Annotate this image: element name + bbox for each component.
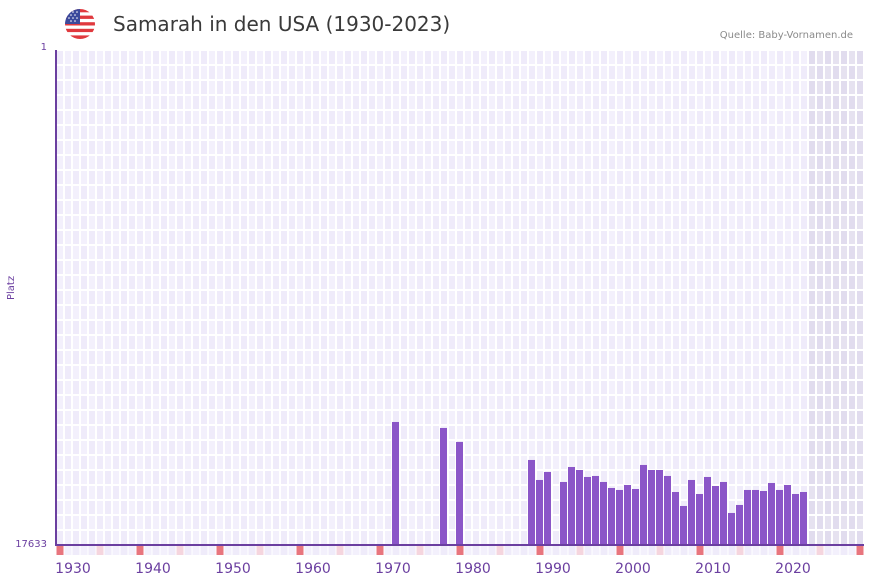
bar-1991	[560, 481, 567, 545]
us-flag-icon	[65, 9, 95, 39]
x-tick-label: 1990	[535, 561, 571, 577]
chart-title: Samarah in den USA (1930-2023)	[113, 12, 451, 36]
x-tick-label: 2010	[695, 561, 731, 577]
bar-1996	[600, 481, 607, 545]
bar-1976	[440, 427, 447, 545]
x-tick-label: 2000	[615, 561, 651, 577]
bar-2020	[792, 493, 799, 545]
y-tick-top: 1	[40, 42, 47, 53]
bar-2017	[768, 482, 775, 545]
bar-2007	[688, 479, 695, 545]
y-tick-bottom: 17633	[15, 539, 47, 550]
bar-2003	[656, 469, 663, 545]
source-credit: Quelle: Baby-Vornamen.de	[719, 30, 853, 41]
plot-area	[56, 50, 864, 555]
x-tick-label: 2020	[775, 561, 811, 577]
bar-1995	[592, 475, 599, 545]
bar-2005	[672, 491, 679, 545]
bar-1978	[456, 441, 463, 545]
bar-1989	[544, 471, 551, 545]
bar-1988	[536, 479, 543, 545]
bar-1993	[576, 469, 583, 545]
bar-2002	[648, 469, 655, 545]
bar-1994	[584, 476, 591, 545]
bar-2008	[696, 493, 703, 545]
bar-1992	[568, 466, 575, 545]
x-tick-label: 1940	[135, 561, 171, 577]
x-axis-line	[55, 544, 864, 546]
bar-2010	[712, 485, 719, 545]
bar-2011	[720, 481, 727, 545]
x-tick-label: 1980	[455, 561, 491, 577]
bar-2021	[800, 491, 807, 545]
bar-2016	[760, 490, 767, 545]
bar-2019	[784, 484, 791, 545]
bar-2000	[632, 488, 639, 545]
bar-1970	[392, 421, 399, 545]
bar-1997	[608, 487, 615, 545]
bar-2009	[704, 476, 711, 545]
x-tick-label: 1960	[295, 561, 331, 577]
bar-2018	[776, 489, 783, 545]
x-tick-label: 1970	[375, 561, 411, 577]
bar-2013	[736, 504, 743, 545]
bar-2006	[680, 505, 687, 545]
bar-1987	[528, 459, 535, 545]
bar-2004	[664, 475, 671, 545]
bar-1999	[624, 484, 631, 545]
y-axis-line	[55, 50, 57, 546]
bar-1998	[616, 489, 623, 545]
bar-2001	[640, 464, 647, 545]
y-axis-label: Platz	[6, 275, 17, 300]
x-tick-label: 1950	[215, 561, 251, 577]
x-tick-label: 1930	[55, 561, 91, 577]
bar-2015	[752, 489, 759, 545]
bar-2014	[744, 489, 751, 545]
bar-2012	[728, 512, 735, 545]
